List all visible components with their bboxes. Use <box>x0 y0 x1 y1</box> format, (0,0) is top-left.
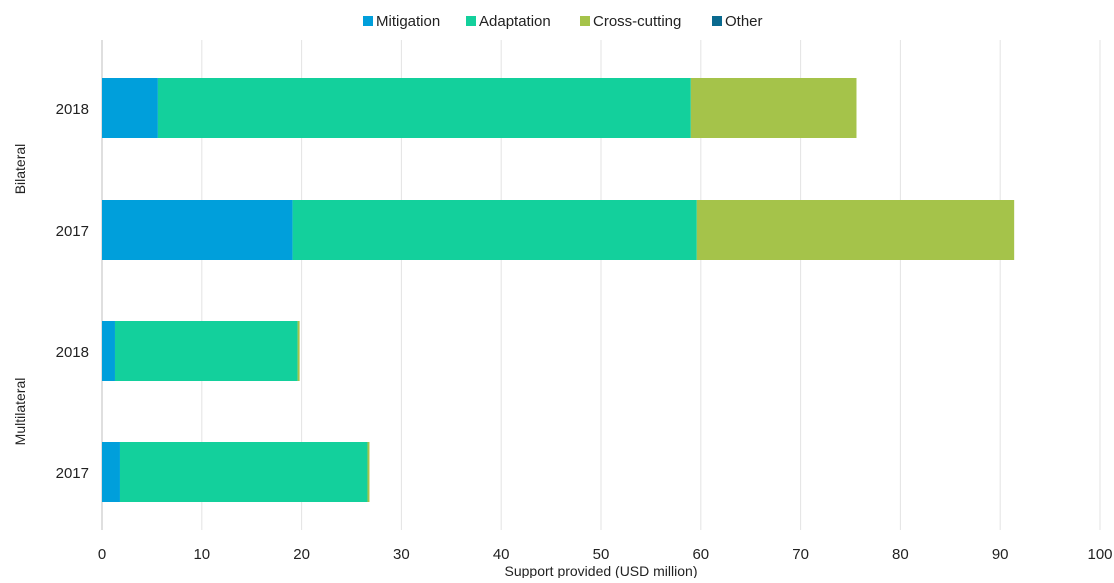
bar-group <box>102 200 1015 260</box>
x-tick-label: 80 <box>892 546 909 563</box>
legend-item: Adaptation <box>466 13 551 30</box>
legend-item: Cross-cutting <box>580 13 681 30</box>
bar-segment-adaptation <box>119 442 368 502</box>
legend-label: Cross-cutting <box>593 13 681 30</box>
legend-item: Mitigation <box>363 13 440 30</box>
legend-swatch <box>466 16 476 26</box>
y-axis-labels: 2018 2017 2018 2017 Bilateral Multilateral <box>12 101 89 482</box>
legend: Mitigation Adaptation Cross-cutting Other <box>363 13 763 30</box>
legend-label: Other <box>725 13 763 30</box>
bar-segment-cross-cutting <box>367 442 370 502</box>
y-category-label: 2018 <box>56 344 89 361</box>
y-category-label: 2017 <box>56 223 89 240</box>
bar-segment-adaptation <box>114 321 298 381</box>
x-tick-label: 100 <box>1087 546 1112 563</box>
x-axis-title: Support provided (USD million) <box>505 563 698 578</box>
legend-swatch <box>712 16 722 26</box>
legend-item: Other <box>712 13 763 30</box>
legend-label: Mitigation <box>376 13 440 30</box>
x-tick-label: 10 <box>193 546 210 563</box>
x-tick-label: 70 <box>792 546 809 563</box>
bar-segment-cross-cutting <box>690 78 857 138</box>
x-tick-label: 60 <box>692 546 709 563</box>
legend-swatch <box>363 16 373 26</box>
x-tick-label: 40 <box>493 546 510 563</box>
x-tick-label: 50 <box>593 546 610 563</box>
bar-segment-mitigation <box>102 321 115 381</box>
x-tick-label: 90 <box>992 546 1009 563</box>
bar-group <box>102 78 857 138</box>
x-tick-label: 20 <box>293 546 310 563</box>
bar-segment-mitigation <box>102 200 293 260</box>
bar-segment-adaptation <box>157 78 691 138</box>
x-tick-label: 30 <box>393 546 410 563</box>
x-tick-label: 0 <box>98 546 106 563</box>
bar-segment-adaptation <box>292 200 697 260</box>
x-axis: 0 10 20 30 40 50 60 70 80 90 100 <box>98 546 1113 563</box>
legend-label: Adaptation <box>479 13 551 30</box>
group-label: Multilateral <box>12 378 28 446</box>
bar-group <box>102 442 370 502</box>
group-label: Bilateral <box>12 144 28 195</box>
bar-segment-mitigation <box>102 442 120 502</box>
bar-segment-cross-cutting <box>297 321 300 381</box>
y-category-label: 2017 <box>56 465 89 482</box>
bar-group <box>102 321 300 381</box>
bar-segment-mitigation <box>102 78 158 138</box>
y-category-label: 2018 <box>56 101 89 118</box>
bars <box>102 78 1015 502</box>
legend-swatch <box>580 16 590 26</box>
bar-segment-cross-cutting <box>696 200 1015 260</box>
